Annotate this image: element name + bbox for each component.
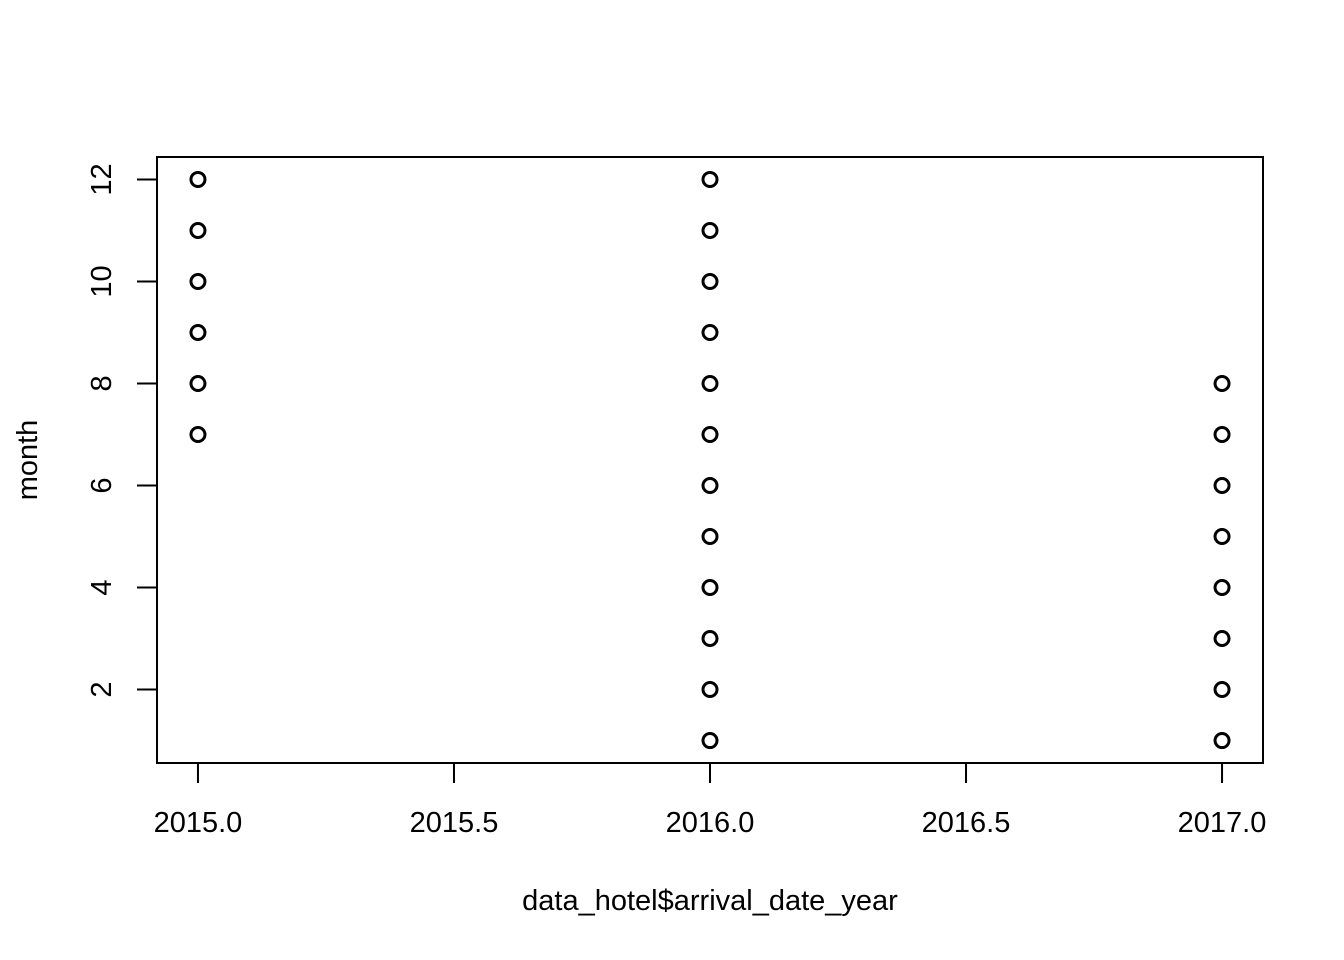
x-axis: 2015.0 2015.5 2016.0 2016.5 2017.0	[154, 762, 1267, 839]
data-point	[189, 323, 207, 341]
y-axis-label: month	[12, 420, 44, 501]
data-point	[1213, 528, 1231, 546]
data-point	[1213, 477, 1231, 495]
data-point	[701, 425, 719, 443]
data-point	[701, 221, 719, 239]
data-point	[1213, 579, 1231, 597]
data-point	[189, 221, 207, 239]
data-point	[1213, 425, 1231, 443]
y-tick-label: 2	[86, 681, 118, 697]
x-tick-label: 2016.0	[666, 807, 755, 839]
data-points	[189, 170, 1231, 750]
y-tick-label: 10	[86, 265, 118, 297]
x-tick-label: 2016.5	[922, 807, 1011, 839]
data-point	[701, 579, 719, 597]
data-point	[1213, 681, 1231, 699]
data-point	[1213, 732, 1231, 750]
data-point	[701, 630, 719, 648]
data-point	[189, 170, 207, 188]
x-axis-label: data_hotel$arrival_date_year	[522, 885, 898, 917]
data-point	[189, 425, 207, 443]
data-point	[701, 323, 719, 341]
x-tick-label: 2015.0	[154, 807, 243, 839]
y-tick-label: 12	[86, 163, 118, 195]
data-point	[1213, 630, 1231, 648]
data-point	[1213, 374, 1231, 392]
y-tick-label: 4	[86, 579, 118, 595]
y-tick-label: 6	[86, 477, 118, 493]
data-point	[189, 374, 207, 392]
data-point	[701, 477, 719, 495]
y-tick-label: 8	[86, 375, 118, 391]
plot-frame	[156, 156, 1264, 764]
x-tick-label: 2015.5	[410, 807, 499, 839]
data-point	[701, 528, 719, 546]
x-tick-label: 2017.0	[1178, 807, 1267, 839]
data-point	[701, 681, 719, 699]
data-point	[701, 272, 719, 290]
y-axis: 2 4 6 8 10 12	[86, 163, 158, 698]
data-point	[701, 374, 719, 392]
data-point	[701, 170, 719, 188]
data-point	[701, 732, 719, 750]
data-point	[189, 272, 207, 290]
